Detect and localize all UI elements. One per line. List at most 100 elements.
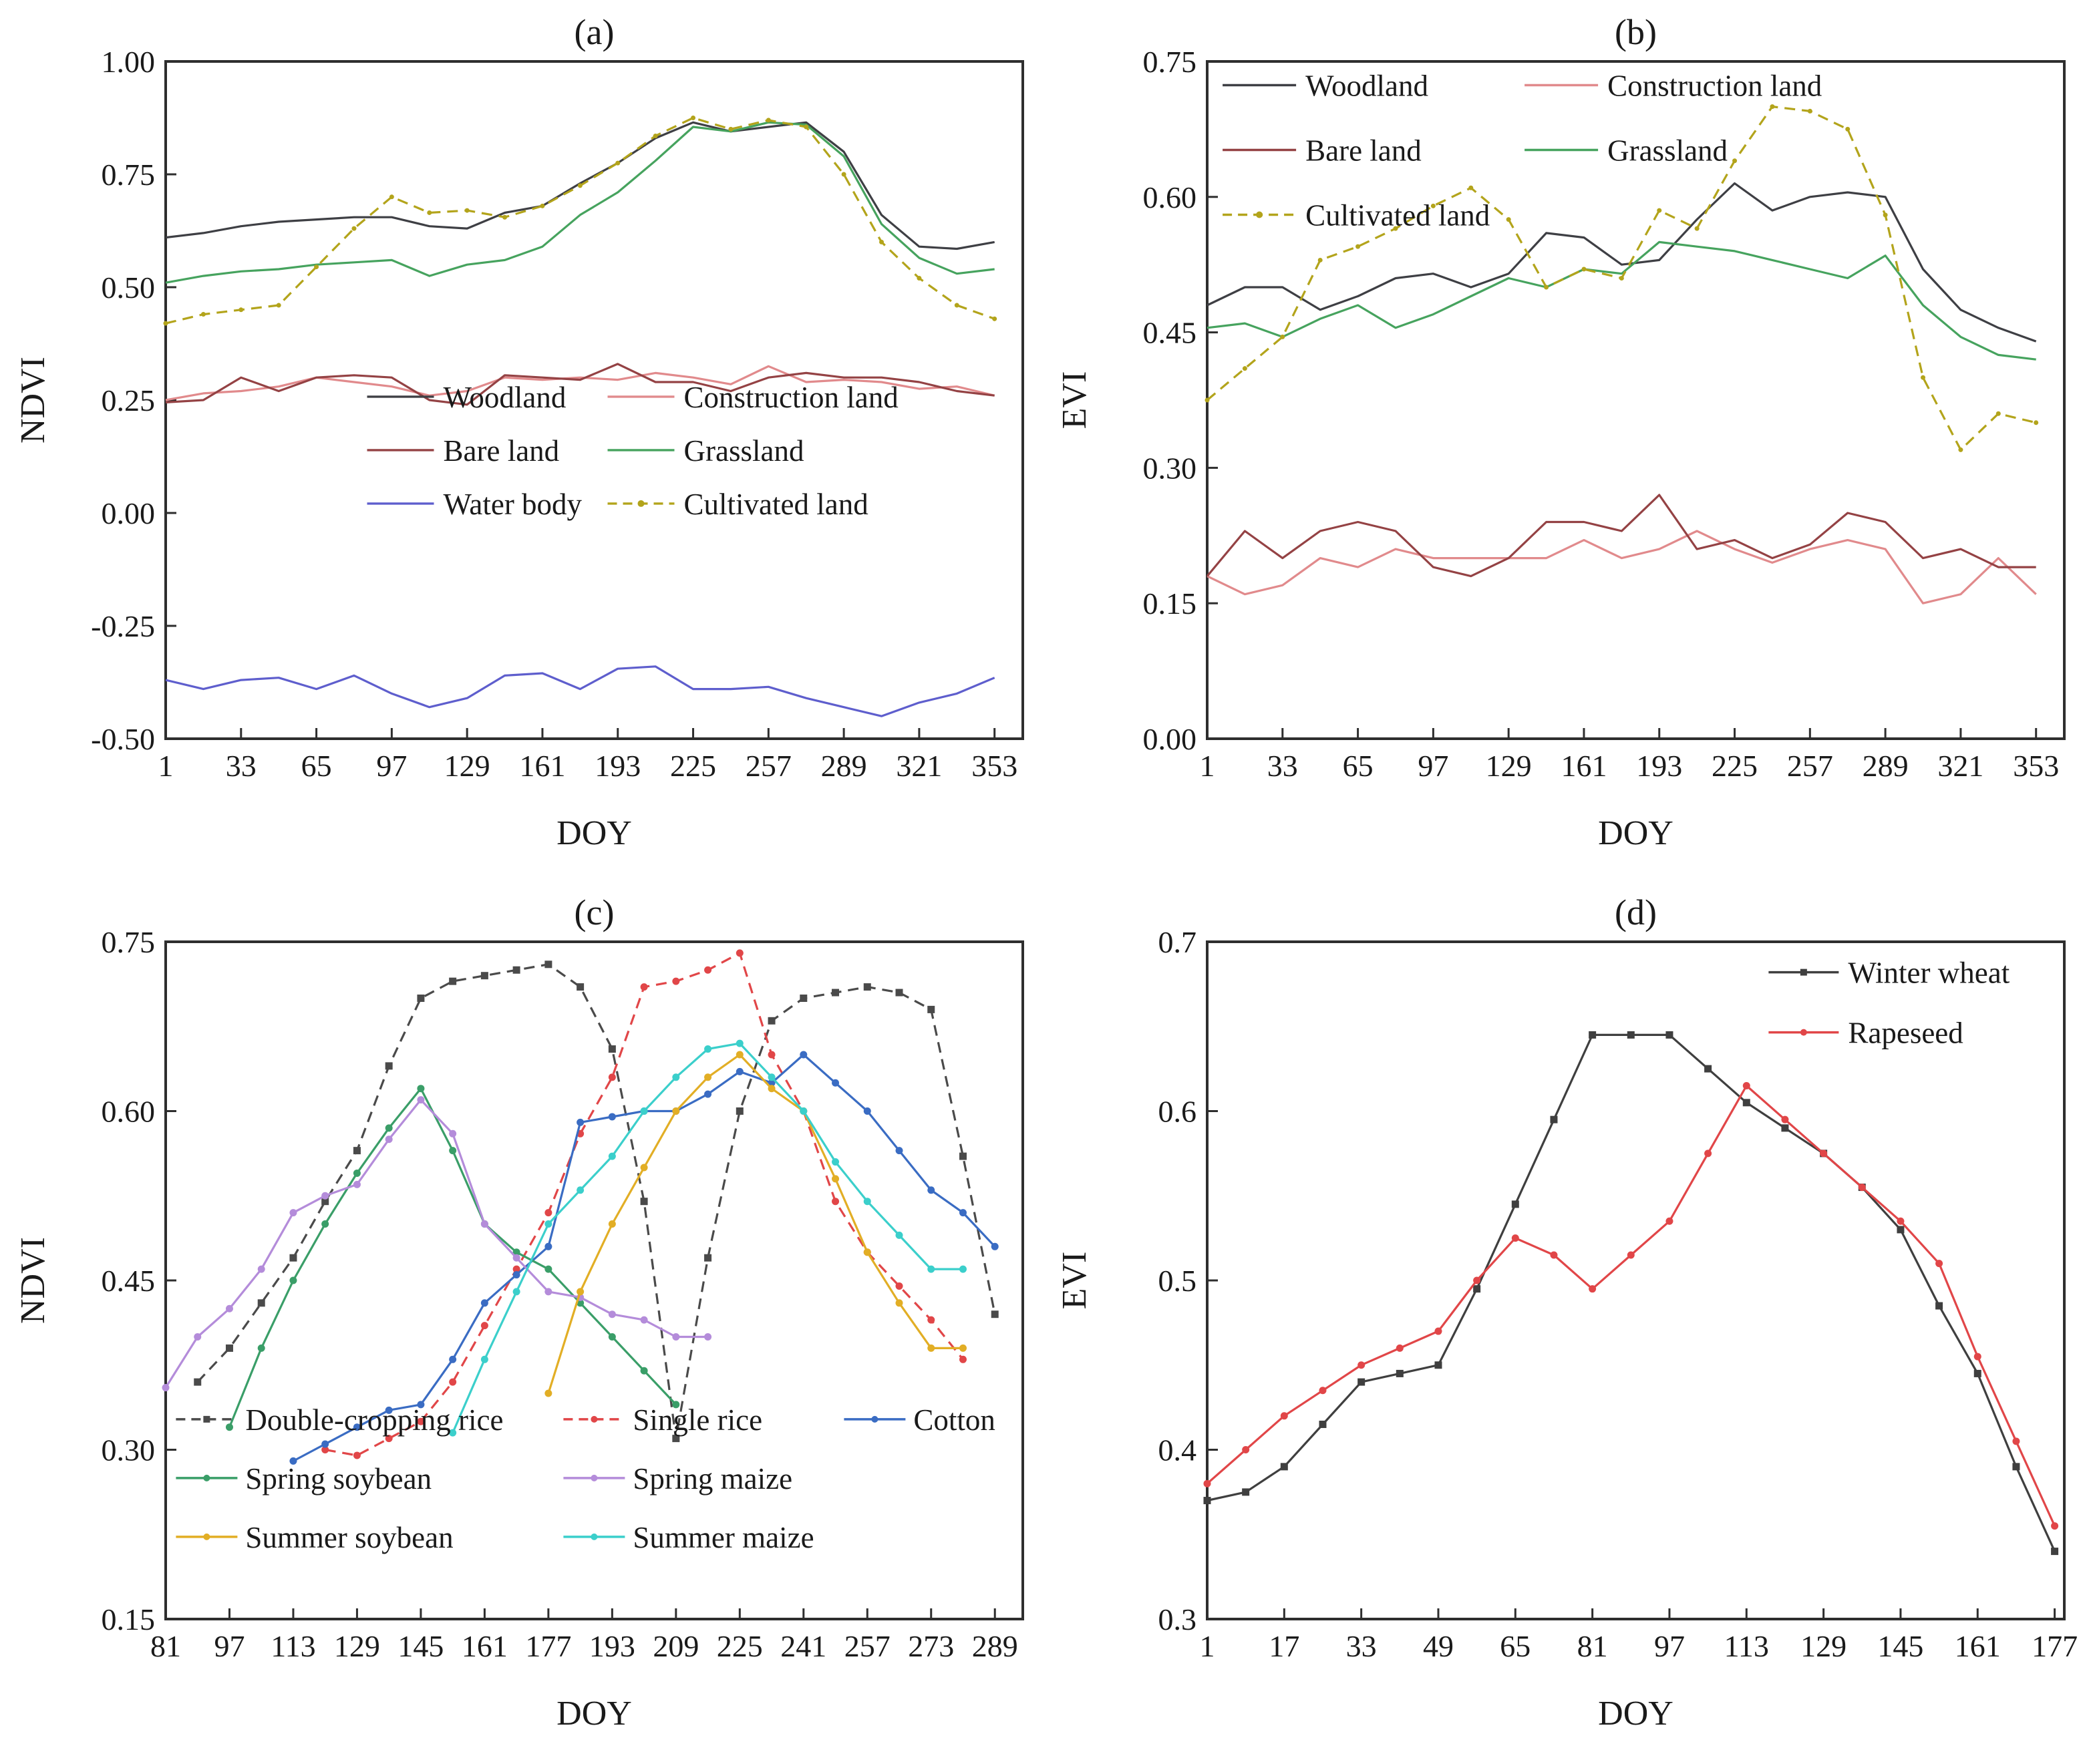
data-point-marker [257, 1344, 265, 1352]
data-point-marker [954, 303, 959, 308]
data-point-marker [512, 1265, 520, 1273]
series-spring-maize [162, 1096, 712, 1392]
x-tick-label: 177 [2032, 1629, 2078, 1663]
x-tick-label: 97 [214, 1629, 245, 1663]
x-axis-label: DOY [1598, 1695, 1673, 1733]
series-grassland [165, 121, 995, 284]
data-point-marker [163, 321, 168, 326]
y-tick-label: 0.3 [1158, 1602, 1197, 1636]
legend-item-bare-land: Bare land [1223, 134, 1422, 167]
chart-title: (c) [575, 892, 615, 932]
data-point-marker [1468, 185, 1474, 190]
data-point-marker [736, 1039, 744, 1047]
legend-item-bare-land: Bare land [367, 434, 559, 468]
data-point-marker [895, 989, 903, 997]
data-point-marker [1203, 1479, 1211, 1487]
data-point-marker [480, 1299, 488, 1307]
y-tick-label: 0.45 [1143, 316, 1197, 350]
data-point-marker [1434, 1361, 1442, 1369]
data-point-marker [1357, 1378, 1366, 1386]
data-point-marker [832, 1175, 840, 1183]
data-point-marker [640, 1316, 648, 1324]
series-line [164, 1099, 708, 1389]
data-point-marker [225, 1304, 233, 1312]
x-tick-label: 17 [1269, 1629, 1299, 1663]
y-tick-label: 0.4 [1158, 1433, 1197, 1467]
x-tick-label: 161 [1955, 1629, 2001, 1663]
series-summer-maize [449, 1039, 967, 1437]
data-point-marker [449, 1129, 457, 1137]
legend-item-rapeseed: Rapeseed [1768, 1017, 1963, 1050]
y-tick-label: -0.50 [91, 722, 155, 756]
x-tick-label: 273 [908, 1629, 954, 1663]
series-line [165, 363, 995, 406]
data-point-marker [162, 1384, 170, 1392]
data-point-marker [449, 1429, 457, 1437]
data-point-marker [1317, 257, 1323, 262]
legend-label: Spring soybean [245, 1462, 432, 1495]
data-point-marker [672, 1435, 680, 1443]
data-point-marker [917, 275, 922, 281]
data-point-marker [427, 210, 432, 215]
data-point-marker [1511, 1200, 1519, 1208]
x-tick-label: 97 [1654, 1629, 1685, 1663]
data-point-marker [577, 1118, 585, 1126]
data-point-marker [672, 1107, 680, 1115]
data-point-marker [1473, 1276, 1481, 1284]
y-tick-label: 0.6 [1158, 1095, 1197, 1129]
data-point-marker [385, 1435, 393, 1443]
data-point-marker [768, 1051, 776, 1059]
x-axis-label: DOY [556, 1695, 632, 1733]
series-construction-land [165, 365, 995, 401]
data-point-marker [1858, 1184, 1866, 1192]
data-point-marker [1742, 1099, 1750, 1107]
legend-label: Bare land [1305, 134, 1422, 167]
legend-marker [637, 500, 645, 507]
x-tick-label: 113 [1724, 1629, 1769, 1663]
data-point-marker [1665, 1031, 1673, 1039]
data-point-marker [832, 1198, 840, 1206]
legend-marker [203, 1415, 210, 1423]
data-point-marker [1619, 275, 1624, 281]
data-point-marker [608, 1045, 616, 1053]
data-point-marker [1242, 366, 1247, 371]
data-point-marker [1319, 1420, 1327, 1428]
x-tick-label: 353 [971, 749, 1017, 783]
y-axis-label: EVI [1056, 1252, 1094, 1310]
data-point-marker [608, 1113, 616, 1121]
data-point-marker [640, 983, 648, 991]
legend-item-spring-soybean: Spring soybean [176, 1462, 432, 1495]
data-point-marker [704, 1254, 712, 1262]
data-point-marker [1280, 1412, 1288, 1420]
data-point-marker [1430, 203, 1436, 208]
x-tick-label: 161 [1561, 749, 1607, 783]
data-point-marker [1781, 1124, 1789, 1132]
data-point-marker [704, 1090, 712, 1098]
data-point-marker [959, 1355, 967, 1363]
data-point-marker [672, 1401, 680, 1409]
data-point-marker [577, 1288, 585, 1296]
data-point-marker [512, 1254, 520, 1262]
series-cultivated-land [1205, 104, 2039, 452]
data-point-marker [608, 1152, 616, 1160]
x-tick-label: 321 [896, 749, 942, 783]
legend-item-single-rice: Single rice [563, 1403, 762, 1437]
data-point-marker [800, 1107, 808, 1115]
legend-label: Construction land [684, 381, 899, 414]
data-point-marker [353, 1423, 361, 1431]
data-point-marker [449, 977, 457, 985]
data-point-marker [385, 1406, 393, 1414]
chart-panel-a: (a) 1 33 65 97 129 161 193 225 257 289 321 353 1.00 0.… [0, 0, 1042, 880]
data-point-marker [1393, 226, 1398, 231]
data-point-marker [1627, 1251, 1635, 1259]
data-point-marker [895, 1147, 903, 1155]
data-point-marker [992, 316, 997, 321]
data-point-marker [540, 203, 545, 208]
data-point-marker [1657, 208, 1662, 213]
data-point-marker [800, 995, 808, 1002]
data-point-marker [1280, 1463, 1288, 1471]
data-point-marker [1205, 397, 1210, 403]
data-point-marker [832, 989, 840, 997]
data-point-marker [927, 1186, 935, 1194]
x-tick-label: 289 [1863, 749, 1909, 783]
